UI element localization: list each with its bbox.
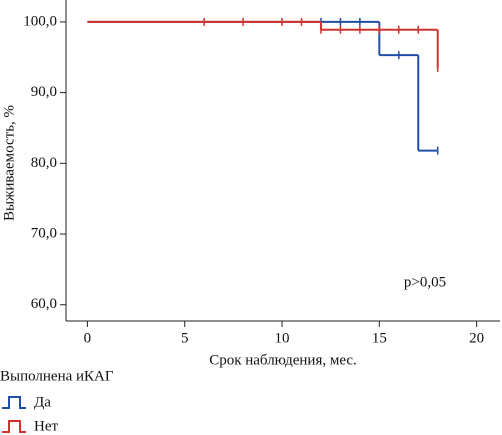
x-tick-label: 15 bbox=[372, 330, 387, 346]
legend-title: Выполнена иКАГ bbox=[0, 368, 114, 384]
annotation: p>0,05 bbox=[404, 274, 446, 290]
legend-swatch bbox=[2, 396, 26, 409]
x-tick-label: 10 bbox=[275, 330, 290, 346]
y-axis-label: Выживаемость, % bbox=[1, 105, 17, 221]
y-tick-label: 100,0 bbox=[23, 13, 57, 29]
y-tick-label: 70,0 bbox=[31, 225, 57, 241]
legend-swatch bbox=[2, 420, 26, 433]
x-tick-label: 20 bbox=[469, 330, 484, 346]
y-tick-label: 80,0 bbox=[31, 155, 57, 171]
x-tick-label: 5 bbox=[181, 330, 189, 346]
x-tick-label: 0 bbox=[84, 330, 92, 346]
legend-label: Нет bbox=[34, 418, 58, 434]
y-tick-label: 90,0 bbox=[31, 84, 57, 100]
y-tick-label: 60,0 bbox=[31, 296, 57, 312]
legend-label: Да bbox=[34, 394, 51, 410]
x-axis-label: Срок наблюдения, мес. bbox=[209, 352, 357, 368]
